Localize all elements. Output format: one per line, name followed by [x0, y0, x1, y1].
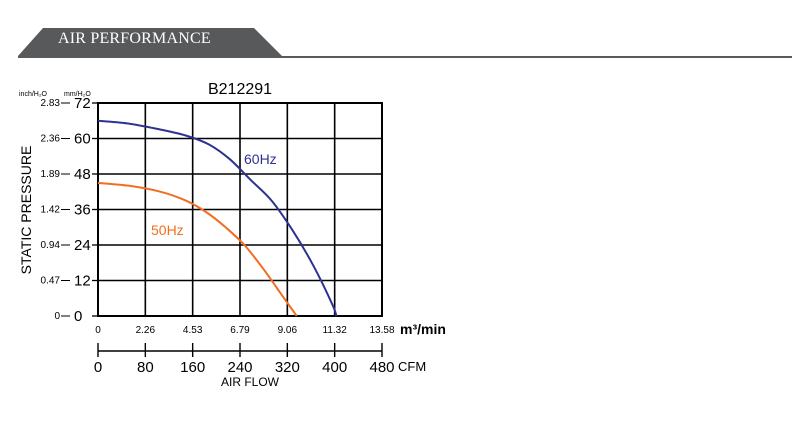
- x-tick-label-metric: 13.58: [369, 325, 394, 336]
- section-header-band: [18, 28, 792, 58]
- y-tick-label-mm: 36: [74, 202, 91, 219]
- y-tick-label-mm: 0: [74, 308, 82, 325]
- x-unit-cfm: CFM: [398, 359, 426, 374]
- x-tick-label-cfm: 400: [322, 359, 347, 376]
- x-tick-label-metric: 2.26: [136, 325, 156, 336]
- y-tick-label-mm: 12: [74, 273, 91, 290]
- x-tick-label-cfm: 80: [137, 359, 154, 376]
- x-tick-label-metric: 0: [95, 325, 101, 336]
- x-tick-label-metric: 11.32: [323, 325, 348, 336]
- y-tick-label-inch: 2.83: [41, 98, 61, 109]
- y-tick-label-inch: 1.89: [41, 169, 61, 180]
- x-tick-label-cfm: 480: [369, 359, 394, 376]
- y-tick-label-inch: 1.42: [41, 205, 61, 216]
- chart-title: B212291: [208, 81, 272, 98]
- chart-labels: B212291 inch/H₂O mm/H₂O 0 12 24 36 48 60 72 0 0.47 0…: [18, 81, 446, 389]
- y-tick-label-mm: 60: [74, 131, 91, 148]
- chart-marks: [97, 119, 338, 317]
- x-tick-label-cfm: 160: [180, 359, 205, 376]
- series-label-50hz: 50Hz: [151, 222, 184, 238]
- x-axis-title: AIR FLOW: [221, 375, 280, 389]
- section-header-title: AIR PERFORMANCE: [58, 30, 211, 47]
- y-unit-mm: mm/H₂O: [64, 91, 91, 98]
- series-line-50hz: [97, 181, 298, 317]
- y-tick-label-inch: 2.36: [41, 134, 61, 145]
- x-tick-label-cfm: 240: [227, 359, 252, 376]
- y-tick-label-mm: 24: [74, 237, 91, 254]
- x-tick-label-metric: 9.06: [278, 325, 298, 336]
- chart-grid: [61, 102, 383, 357]
- y-tick-label-mm: 72: [74, 95, 91, 112]
- series-label-60hz: 60Hz: [244, 151, 277, 167]
- series-line-60hz: [97, 119, 338, 317]
- x-tick-label-cfm: 320: [275, 359, 300, 376]
- y-unit-inch: inch/H₂O: [19, 91, 48, 98]
- x-unit-metric: m³/min: [400, 321, 446, 337]
- x-tick-label-metric: 4.53: [183, 325, 203, 336]
- y-axis-title: STATIC PRESSURE: [18, 146, 34, 275]
- y-tick-label-inch: 0: [54, 311, 60, 322]
- x-tick-label-metric: 6.79: [230, 325, 250, 336]
- y-tick-label-inch: 0.94: [41, 240, 61, 251]
- x-tick-label-cfm: 0: [94, 359, 102, 376]
- y-tick-label-inch: 0.47: [41, 276, 61, 287]
- y-tick-label-mm: 48: [74, 166, 91, 183]
